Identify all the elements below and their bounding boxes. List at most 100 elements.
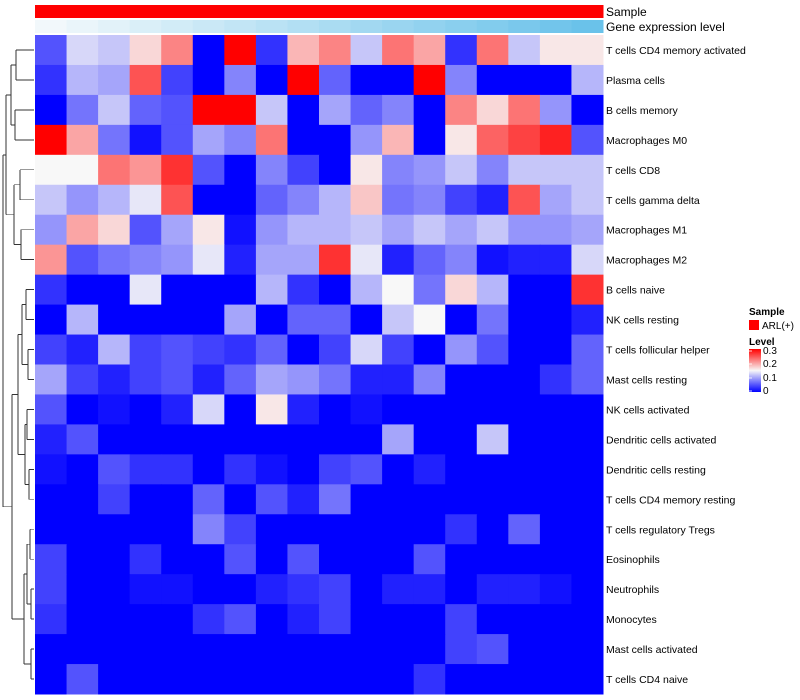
heatmap-cell: [161, 184, 194, 216]
heatmap-cell: [413, 514, 446, 545]
heatmap-cell: [350, 364, 383, 395]
heatmap-cell: [255, 514, 288, 545]
heatmap-cell: [319, 454, 352, 485]
heatmap-cell: [539, 334, 572, 365]
heatmap-cell: [382, 364, 415, 395]
heatmap-cell: [571, 664, 604, 695]
row-label: Mast cells resting: [606, 374, 687, 386]
heatmap-cell: [445, 364, 478, 395]
heatmap-cell: [255, 124, 288, 156]
annotation-cell: [319, 20, 352, 33]
heatmap-cell: [571, 604, 604, 635]
annotation-cell: [382, 5, 415, 18]
heatmap-cell: [161, 364, 194, 395]
heatmap-cell: [539, 94, 572, 126]
heatmap-cell: [224, 574, 257, 605]
row-label: Plasma cells: [606, 75, 665, 87]
heatmap-cell: [539, 64, 572, 96]
heatmap-cell: [161, 304, 194, 336]
heatmap-cell: [161, 454, 194, 485]
heatmap-cell: [539, 484, 572, 515]
heatmap-cell: [539, 664, 572, 695]
heatmap-cell: [508, 544, 541, 575]
heatmap-cell: [350, 244, 383, 276]
legend: Sample ARL(+) Level 0.3 0.2 0.1 0: [749, 307, 794, 397]
heatmap-cell: [539, 274, 572, 306]
annotation-cell: [476, 20, 509, 33]
heatmap-cell: [161, 604, 194, 635]
heatmap-cell: [224, 544, 257, 575]
heatmap-cell: [255, 424, 288, 455]
row-label: Mast cells activated: [606, 644, 698, 656]
heatmap-cell: [539, 634, 572, 665]
heatmap-cell: [350, 484, 383, 515]
heatmap-cell: [319, 364, 352, 395]
heatmap-cell: [476, 664, 509, 695]
heatmap-cell: [382, 184, 415, 216]
heatmap-cell: [224, 394, 257, 425]
heatmap-cell: [224, 274, 257, 306]
annotation-cell: [192, 20, 225, 33]
heatmap-cell: [476, 244, 509, 276]
heatmap-cell: [445, 394, 478, 425]
row-label: T cells CD4 memory activated: [606, 45, 746, 57]
annotation-cell: [255, 5, 288, 18]
heatmap-cell: [571, 94, 604, 126]
annotation-cell: [287, 20, 320, 33]
heatmap-cell: [319, 64, 352, 96]
heatmap-cell: [98, 664, 131, 695]
level-tick-label: 0.3: [763, 346, 777, 357]
heatmap-cell: [445, 634, 478, 665]
heatmap-cell: [66, 604, 99, 635]
row-label: Dendritic cells resting: [606, 464, 706, 476]
heatmap-cell: [192, 544, 225, 575]
level-tick-label: 0.1: [763, 373, 777, 384]
heatmap-cell: [224, 35, 257, 66]
heatmap-cell: [539, 544, 572, 575]
heatmap-cell: [129, 574, 162, 605]
heatmap-cell: [413, 274, 446, 306]
heatmap-cell: [571, 214, 604, 246]
heatmap-cell: [161, 35, 194, 66]
heatmap-cell: [66, 664, 99, 695]
heatmap-cell: [255, 544, 288, 575]
heatmap-cell: [98, 244, 131, 276]
row-label: T cells CD4 naive: [606, 674, 688, 686]
heatmap-cell: [508, 364, 541, 395]
heatmap-cell: [98, 334, 131, 365]
row-label: NK cells activated: [606, 404, 690, 416]
heatmap-cell: [382, 604, 415, 635]
heatmap-cell: [255, 604, 288, 635]
heatmap-cell: [192, 94, 225, 126]
row-label: Monocytes: [606, 614, 657, 626]
row-label: T cells CD4 memory resting: [606, 494, 735, 506]
heatmap-cell: [35, 634, 68, 665]
heatmap-cell: [350, 664, 383, 695]
heatmap-cell: [161, 94, 194, 126]
annotation-cell: [413, 20, 446, 33]
heatmap-cell: [224, 664, 257, 695]
heatmap-cell: [98, 64, 131, 96]
heatmap-cell: [287, 664, 320, 695]
heatmap-cell: [350, 604, 383, 635]
heatmap-cell: [382, 35, 415, 66]
heatmap-cell: [192, 184, 225, 216]
heatmap-cell: [319, 304, 352, 336]
heatmap-cell: [382, 424, 415, 455]
heatmap-cell: [508, 454, 541, 485]
heatmap-cell: [508, 244, 541, 276]
heatmap-cell: [476, 334, 509, 365]
annotation-cell: [350, 20, 383, 33]
heatmap-cell: [161, 544, 194, 575]
annotation-cell: [66, 5, 99, 18]
heatmap-cell: [35, 64, 68, 96]
heatmap-cell: [224, 154, 257, 186]
heatmap-cell: [319, 35, 352, 66]
heatmap-cell: [571, 304, 604, 336]
heatmap-cell: [287, 394, 320, 425]
heatmap-cell: [413, 334, 446, 365]
heatmap-cell: [224, 94, 257, 126]
heatmap-cell: [445, 604, 478, 635]
level-colorbar: [749, 349, 761, 392]
annotation-cell: [287, 5, 320, 18]
